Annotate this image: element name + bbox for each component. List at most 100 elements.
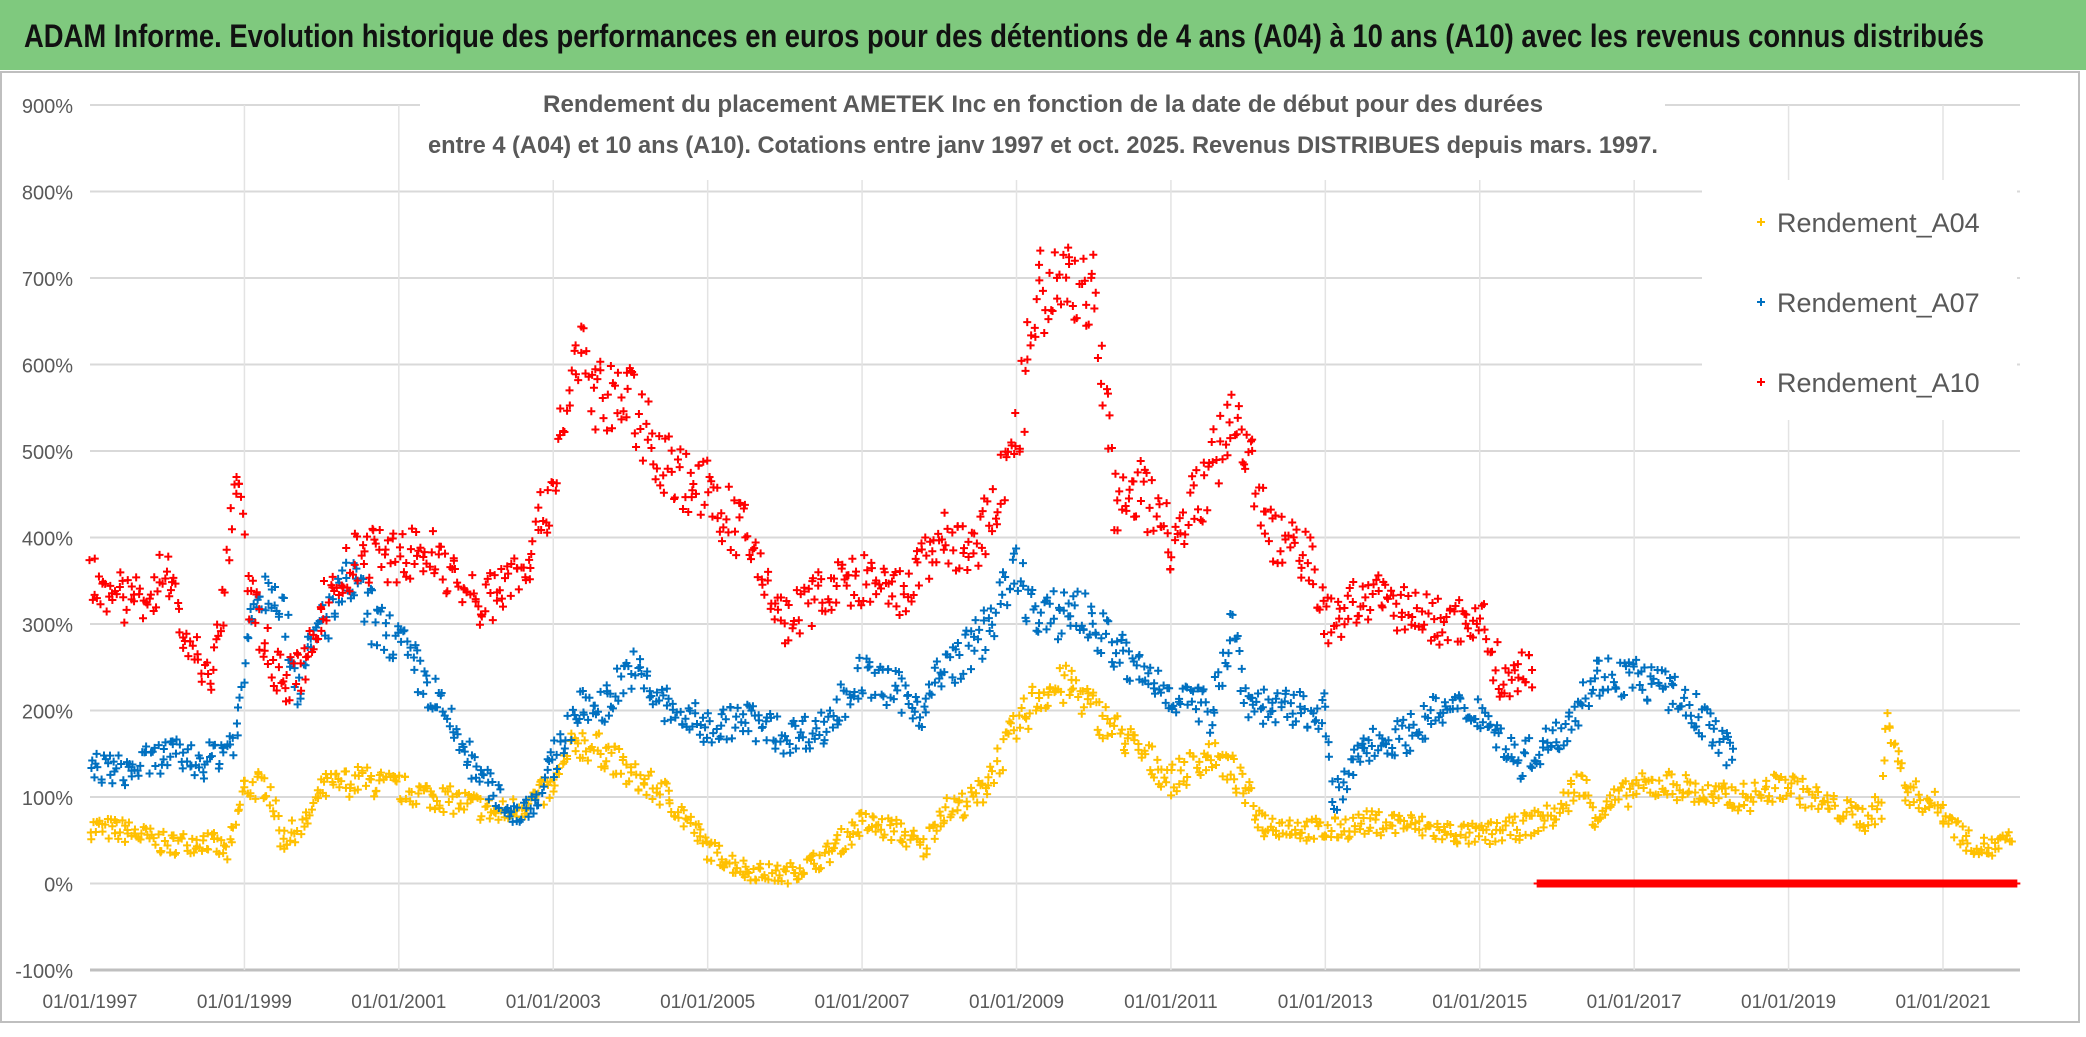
data-point: [392, 578, 401, 587]
data-point: [962, 797, 971, 806]
data-point: [1462, 610, 1471, 619]
data-point: [1389, 591, 1398, 600]
data-point: [400, 626, 409, 635]
data-point: [549, 787, 558, 796]
data-point: [2007, 837, 2016, 846]
data-point: [691, 699, 700, 708]
data-point: [432, 797, 441, 806]
data-point: [765, 860, 774, 869]
data-point: [301, 675, 310, 684]
data-point: [1604, 654, 1613, 663]
data-point: [1012, 544, 1021, 553]
data-point: [266, 783, 275, 792]
data-point: [1783, 784, 1792, 793]
data-point: [1068, 301, 1077, 310]
data-point: [895, 567, 904, 576]
data-point: [1528, 666, 1537, 674]
data-point: [673, 455, 682, 464]
data-point: [1079, 254, 1088, 263]
data-point: [1103, 616, 1112, 625]
data-point: [259, 652, 268, 661]
data-point: [216, 627, 225, 636]
data-point: [1602, 804, 1611, 813]
y-tick-label: 100%: [22, 788, 73, 810]
data-point: [739, 710, 748, 719]
data-point: [1930, 787, 1939, 796]
data-point: [1536, 760, 1545, 769]
data-point: [1248, 446, 1257, 455]
data-point: [794, 874, 803, 883]
data-point: [1602, 797, 1611, 806]
data-point: [719, 523, 728, 532]
data-point: [1488, 647, 1497, 656]
data-point: [1468, 633, 1477, 642]
data-point: [636, 655, 645, 664]
data-point: [1464, 839, 1473, 848]
data-point: [1697, 732, 1706, 741]
data-point: [687, 493, 696, 502]
data-point: [247, 586, 256, 595]
data-point: [1412, 604, 1421, 613]
data-point: [1207, 438, 1216, 447]
data-point: [1161, 698, 1170, 707]
data-point: [88, 595, 97, 604]
data-point: [1083, 684, 1092, 693]
data-point: [112, 764, 121, 773]
data-point: [1032, 295, 1041, 304]
data-point: [833, 831, 842, 840]
data-point: [214, 631, 223, 640]
data-point: [800, 712, 809, 721]
data-point: [87, 835, 96, 844]
data-point: [235, 800, 244, 809]
data-point: [1022, 617, 1031, 626]
data-point: [1232, 430, 1241, 439]
data-point: [1064, 243, 1073, 252]
data-point: [1229, 755, 1238, 764]
data-point: [1110, 721, 1119, 730]
data-point: [1894, 747, 1903, 756]
data-point: [823, 839, 832, 848]
data-point: [751, 875, 760, 884]
data-point: [1016, 577, 1025, 586]
data-point: [1259, 483, 1268, 492]
data-point: [1239, 789, 1248, 798]
data-point: [159, 827, 168, 836]
data-point: [611, 692, 620, 701]
data-point: [365, 573, 374, 582]
data-point: [142, 742, 151, 751]
data-point: [506, 591, 515, 600]
data-point: [1510, 812, 1519, 821]
data-point: [917, 723, 926, 732]
data-point: [1235, 646, 1244, 655]
data-point: [662, 684, 671, 693]
data-point: [610, 742, 619, 751]
data-point: [1839, 812, 1848, 821]
data-point: [1535, 750, 1544, 759]
data-point: [272, 686, 281, 695]
data-point: [453, 578, 462, 587]
data-point: [1090, 304, 1099, 313]
x-axis: 01/01/1997 01/01/1999 01/01/2001 01/01/2003…: [42, 992, 1990, 1013]
data-point: [157, 847, 166, 856]
data-point: [1070, 601, 1079, 610]
data-point: [834, 558, 843, 567]
data-point: [297, 686, 306, 695]
data-point: [450, 565, 459, 574]
data-point: [1172, 708, 1181, 717]
data-point: [163, 841, 172, 850]
data-point: [403, 650, 412, 659]
data-point: [744, 868, 753, 877]
data-point: [1988, 851, 1997, 860]
data-point: [92, 594, 101, 603]
data-point: [634, 786, 643, 795]
data-point: [1285, 816, 1294, 825]
data-point: [1672, 781, 1681, 790]
data-point: [1450, 607, 1459, 616]
data-point: [1661, 682, 1670, 691]
data-point: [1521, 678, 1530, 687]
data-point: [328, 572, 337, 581]
data-point: [1596, 813, 1605, 822]
data-point: [716, 732, 725, 741]
data-point: [413, 646, 422, 655]
data-point: [897, 708, 906, 717]
